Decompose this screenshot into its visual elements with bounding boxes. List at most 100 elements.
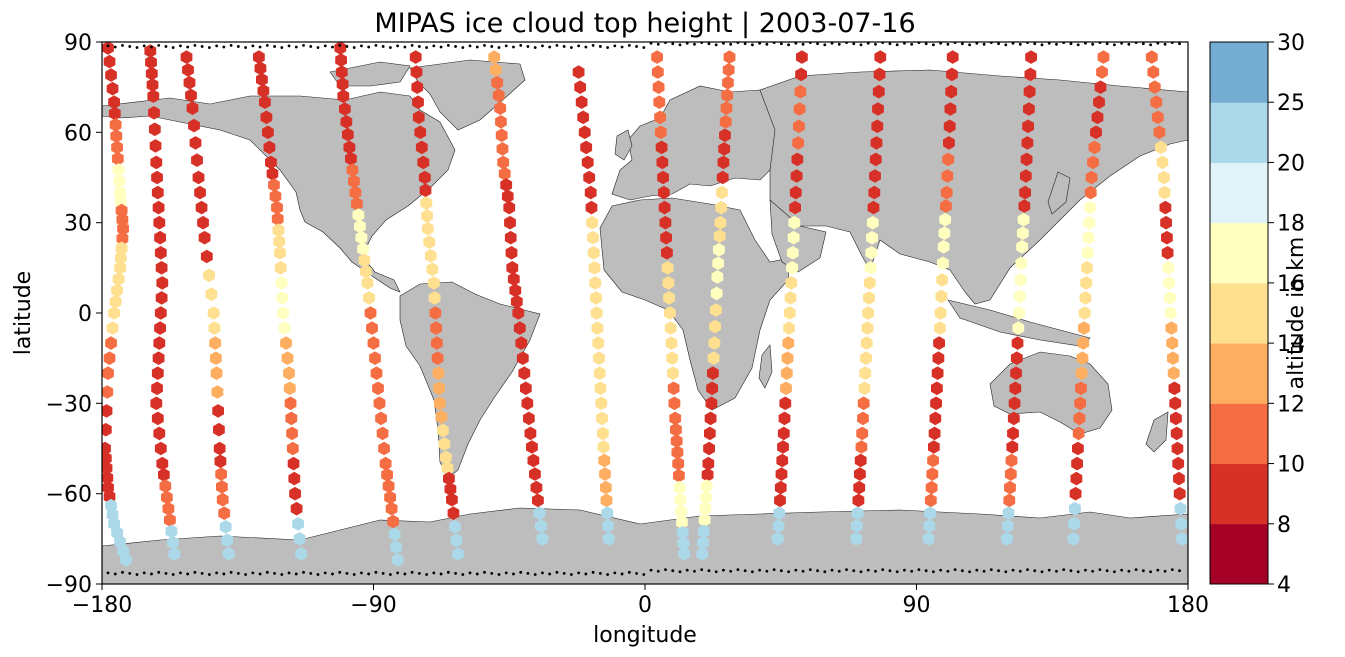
cloud-top-marker: [1087, 155, 1099, 170]
cloud-top-marker: [1010, 366, 1022, 380]
cloud-top-marker: [145, 66, 158, 81]
clear-sky-dot: [360, 44, 363, 48]
land-masses: [102, 59, 1188, 584]
clear-sky-dot: [179, 44, 182, 48]
cloud-top-marker: [411, 80, 424, 94]
clear-sky-dot: [352, 573, 356, 576]
cloud-top-marker: [662, 276, 675, 290]
cloud-top-marker: [1085, 170, 1098, 185]
cloud-top-marker: [529, 467, 541, 481]
cloud-top-marker: [943, 136, 955, 150]
clear-sky-dot: [931, 570, 935, 574]
cloud-top-marker: [590, 291, 602, 305]
colorbar-tick-label: 25: [1277, 91, 1305, 116]
cloud-top-marker: [854, 467, 866, 481]
cloud-top-marker: [375, 411, 387, 426]
cloud-top-marker: [586, 215, 599, 230]
clear-sky-dot: [859, 43, 863, 47]
cloud-top-marker: [216, 492, 229, 507]
clear-sky-dot: [142, 44, 146, 48]
colorbar-frame: [1209, 41, 1269, 585]
clear-sky-dot: [273, 572, 276, 575]
cloud-top-marker: [590, 306, 603, 320]
cloud-top-marker: [657, 170, 669, 185]
cloud-top-marker: [860, 336, 873, 350]
cloud-top-marker: [281, 351, 294, 365]
cloud-top-marker: [188, 118, 200, 133]
cloud-top-marker: [444, 482, 457, 496]
clear-sky-dot: [627, 43, 631, 47]
clear-sky-dot: [504, 571, 508, 575]
cloud-top-marker: [290, 501, 303, 516]
cloud-top-marker: [713, 243, 725, 257]
cloud-top-marker: [443, 471, 455, 486]
clear-sky-dot: [150, 572, 153, 576]
cloud-top-marker: [194, 185, 206, 200]
cloud-top-marker: [409, 50, 422, 64]
clear-sky-dot: [352, 46, 356, 49]
cloud-top-marker: [1083, 215, 1096, 230]
cloud-top-marker: [106, 321, 119, 335]
cloud-top-marker: [147, 89, 160, 103]
cloud-top-marker: [530, 480, 543, 495]
cloud-top-marker: [789, 200, 801, 215]
clear-sky-dot: [179, 571, 182, 575]
clear-sky-dot: [671, 42, 675, 46]
cloud-top-marker: [1015, 256, 1028, 271]
cloud-top-marker: [1023, 102, 1035, 116]
cloud-top-marker: [503, 200, 516, 215]
cloud-top-marker: [273, 234, 286, 249]
cloud-top-marker: [287, 456, 300, 471]
colorbar-segment: [1210, 42, 1268, 103]
clear-sky-dot: [649, 42, 653, 45]
cloud-top-marker: [924, 506, 936, 520]
cloud-top-marker: [115, 203, 128, 218]
cloud-top-marker: [214, 454, 227, 469]
cloud-top-marker: [1074, 396, 1086, 411]
cloud-top-marker: [266, 166, 279, 181]
colorbar-segment: [1210, 463, 1268, 525]
cloud-top-marker: [501, 189, 514, 204]
clear-sky-dot: [396, 44, 400, 48]
cloud-top-marker: [796, 50, 808, 64]
clear-sky-dot: [1040, 43, 1044, 47]
clear-sky-dot: [968, 570, 971, 574]
cloud-top-marker: [1072, 441, 1084, 456]
cloud-top-marker: [793, 119, 805, 134]
cloud-top-marker: [856, 426, 869, 441]
cloud-top-marker: [862, 306, 875, 320]
clear-sky-dot: [852, 569, 856, 573]
colorbar-segments: [1210, 42, 1268, 585]
clear-sky-dot: [598, 572, 602, 575]
clear-sky-dot: [895, 43, 899, 47]
cloud-top-marker: [945, 84, 958, 99]
cloud-top-marker: [381, 468, 393, 482]
cloud-top-marker: [335, 65, 348, 79]
clear-sky-dot: [685, 42, 689, 45]
clear-sky-dot: [1091, 42, 1095, 46]
cloud-top-marker: [871, 119, 884, 134]
cloud-top-marker: [113, 174, 126, 189]
cloud-top-marker: [651, 50, 663, 64]
cloud-top-marker: [286, 426, 298, 441]
cloud-top-marker: [928, 440, 940, 454]
cloud-top-marker: [192, 170, 205, 185]
clear-sky-dot: [975, 42, 979, 45]
cloud-top-marker: [387, 514, 399, 529]
cloud-top-marker: [268, 178, 280, 192]
cloud-top-marker: [1024, 67, 1037, 82]
cloud-top-marker: [850, 532, 863, 546]
cloud-top-marker: [410, 65, 423, 79]
cloud-top-marker: [154, 306, 167, 320]
cloud-top-marker: [429, 306, 442, 320]
clear-sky-dot: [982, 569, 986, 573]
clear-sky-dot: [410, 43, 414, 47]
cloud-top-marker: [354, 219, 366, 234]
cloud-top-marker: [946, 67, 958, 82]
cloud-top-marker: [361, 276, 374, 290]
cloud-top-marker: [938, 226, 951, 240]
clear-sky-dot: [381, 45, 385, 48]
cloud-top-marker: [275, 276, 288, 290]
clear-sky-dot: [903, 42, 906, 45]
cloud-top-marker: [527, 453, 540, 468]
